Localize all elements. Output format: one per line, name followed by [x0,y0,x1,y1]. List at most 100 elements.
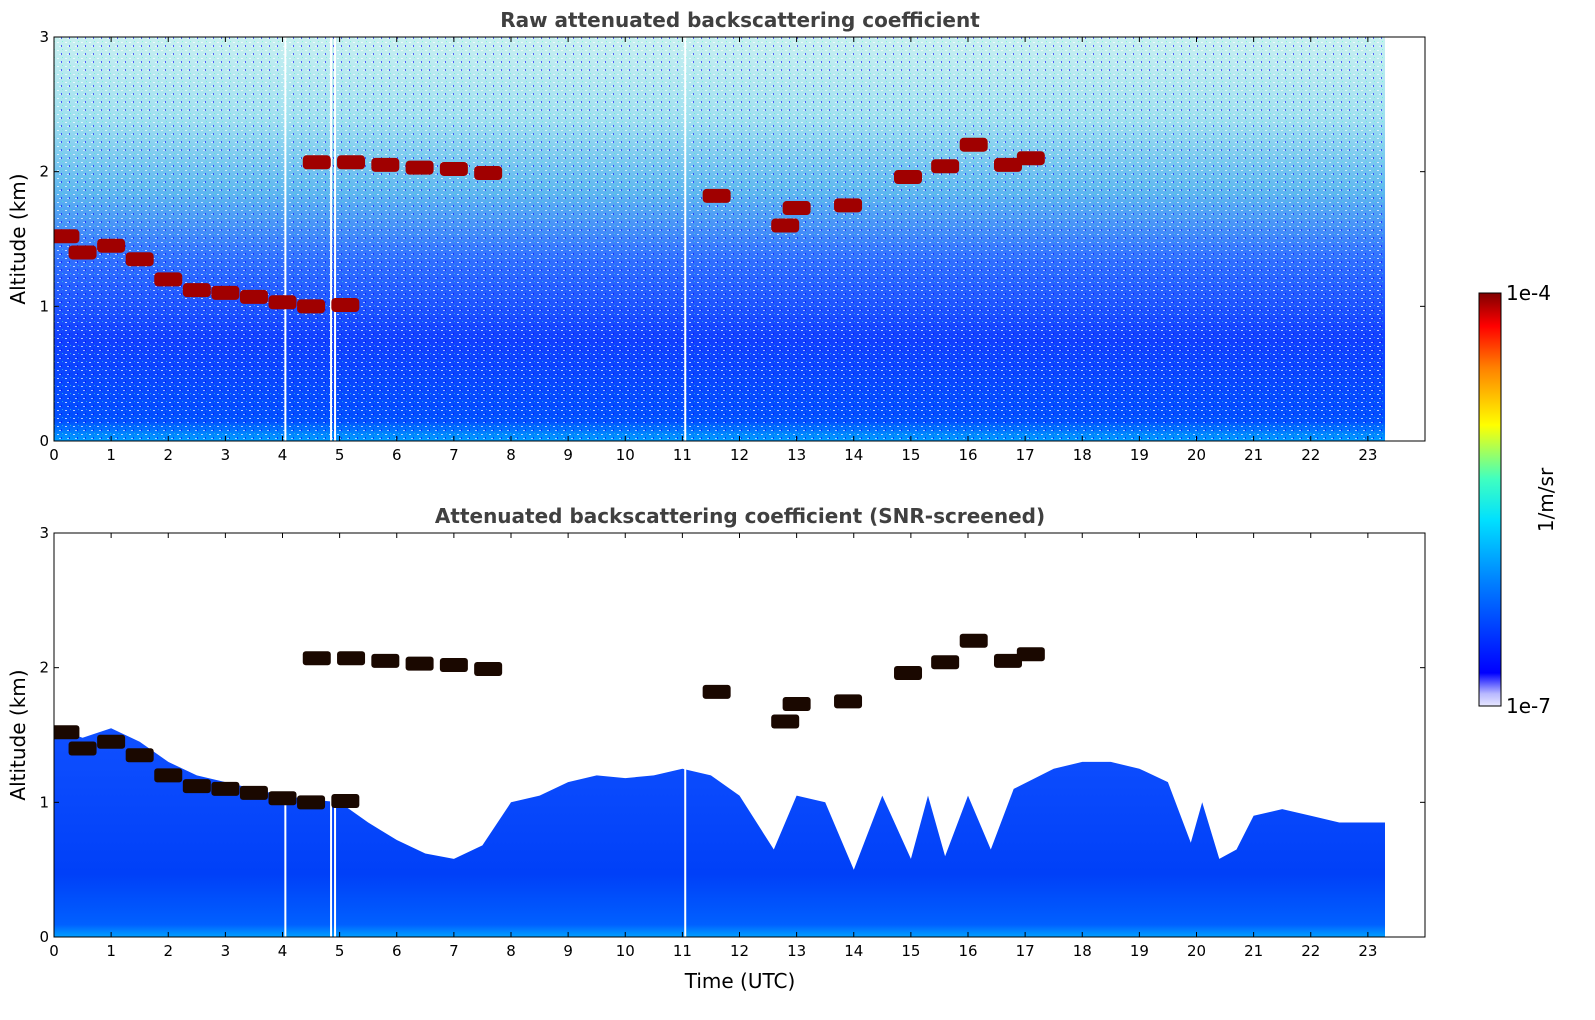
x-tick-label: 6 [392,446,402,464]
cloud-layer-cell [834,198,863,213]
colorbar-min-label: 1e-7 [1506,694,1551,718]
x-tick-label: 4 [278,446,288,464]
x-tick-label: 22 [1301,942,1320,960]
x-tick-label: 1 [106,446,116,464]
cloud-layer-cell [894,170,923,185]
panel1-title: Raw attenuated backscattering coefficien… [500,8,980,32]
cloud-layer-cell [211,285,240,300]
cloud-layer-cell [474,166,503,181]
cloud-layer-cell [125,252,154,267]
x-tick-label: 15 [901,942,920,960]
x-tick-label: 22 [1301,446,1320,464]
x-tick-label: 18 [1073,446,1092,464]
x-tick-label: 18 [1073,942,1092,960]
cloud-layer-cell [182,283,211,298]
cloud-layer-cell [68,245,97,260]
cloud-layer-cell [405,656,434,671]
cloud-layer-cell [125,748,154,763]
x-tick-label: 0 [49,942,59,960]
x-tick-label: 19 [1130,446,1149,464]
y-tick-label: 1 [39,297,49,315]
cloud-layer-cell [931,159,960,174]
y-tick-label: 2 [39,163,49,181]
x-tick-label: 5 [335,942,345,960]
x-tick-label: 11 [673,942,692,960]
x-tick-label: 10 [616,942,635,960]
cloud-layer-cell [182,779,211,794]
x-tick-label: 20 [1187,446,1206,464]
x-tick-label: 7 [449,942,459,960]
panel2-heatmap [54,533,1386,937]
x-tick-label: 12 [730,446,749,464]
x-tick-label: 23 [1358,942,1377,960]
y-tick-label: 1 [39,793,49,811]
cloud-layer-cell [54,229,80,244]
cloud-layer-cell [331,793,360,808]
cloud-layer-cell [239,785,268,800]
x-tick-label: 21 [1244,942,1263,960]
cloud-layer-cell [54,725,80,740]
colorbar-unit-label: 1/m/sr [1534,467,1558,532]
x-tick-label: 13 [787,942,806,960]
panel2-title: Attenuated backscattering coefficient (S… [435,504,1045,528]
data-gap [330,533,333,937]
x-tick-label: 10 [616,446,635,464]
x-tick-label: 19 [1130,942,1149,960]
x-tick-label: 23 [1358,446,1377,464]
cloud-layer-cell [894,666,923,681]
panel1-noise-texture [54,37,1386,441]
cloud-layer-cell [68,741,97,756]
cloud-layer-cell [297,795,326,810]
x-tick-label: 2 [163,446,173,464]
y-tick-label: 3 [39,28,49,46]
x-tick-label: 2 [163,942,173,960]
colorbar: 1e-4 1e-7 1/m/sr [1478,281,1558,718]
panel1-heatmap [54,37,1386,441]
x-tick-label: 21 [1244,446,1263,464]
cloud-layer-cell [993,653,1022,668]
x-tick-label: 9 [563,446,573,464]
x-tick-label: 8 [506,446,516,464]
colorbar-gradient [1478,292,1502,707]
cloud-layer-cell [371,653,400,668]
x-tick-label: 16 [958,446,977,464]
cloud-layer-cell [1016,151,1045,166]
cloud-layer-cell [211,781,240,796]
x-tick-label: 3 [221,446,231,464]
x-tick-label: 17 [1016,446,1035,464]
colorbar-max-label: 1e-4 [1506,281,1551,305]
x-tick-label: 15 [901,446,920,464]
x-tick-label: 13 [787,446,806,464]
y-tick-label: 0 [39,432,49,450]
cloud-layer-cell [834,694,863,709]
cloud-layer-cell [771,218,800,233]
cloud-layer-cell [97,238,126,253]
cloud-layer-cell [474,662,503,677]
x-tick-label: 20 [1187,942,1206,960]
y-tick-label: 2 [39,659,49,677]
x-tick-label: 5 [335,446,345,464]
data-gap [330,37,333,441]
cloud-layer-cell [702,188,731,203]
cloud-layer-cell [405,160,434,175]
cloud-layer-cell [302,155,331,170]
cloud-layer-cell [371,157,400,172]
cloud-layer-cell [154,768,183,783]
x-tick-label: 8 [506,942,516,960]
data-gap [334,37,337,441]
cloud-layer-cell [959,633,988,648]
cloud-layer-cell [439,161,468,176]
x-tick-label: 4 [278,942,288,960]
x-tick-label: 0 [49,446,59,464]
data-gap [334,533,337,937]
cloud-layer-cell [702,684,731,699]
panel-screened: Attenuated backscattering coefficient (S… [6,504,1426,993]
cloud-layer-cell [337,155,366,170]
cloud-layer-cell [239,289,268,304]
cloud-layer-cell [331,297,360,312]
x-tick-label: 16 [958,942,977,960]
x-tick-label: 1 [106,942,116,960]
cloud-layer-cell [959,137,988,152]
cloud-layer-cell [782,697,811,712]
